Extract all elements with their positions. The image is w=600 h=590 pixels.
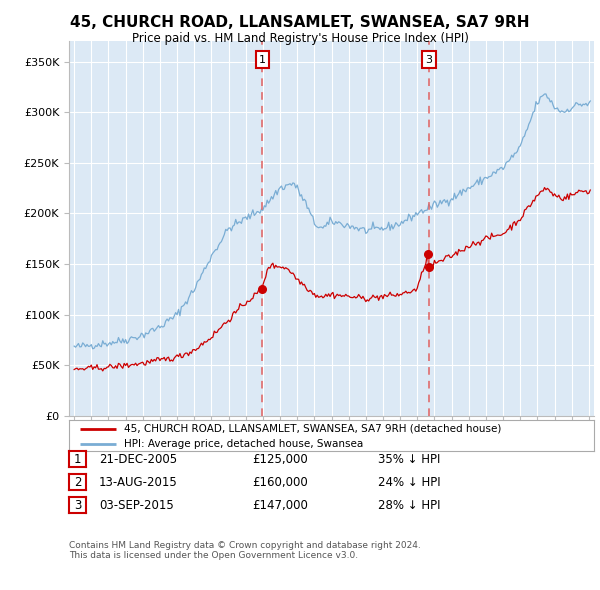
Text: 1: 1	[74, 453, 81, 466]
Text: HPI: Average price, detached house, Swansea: HPI: Average price, detached house, Swan…	[124, 438, 364, 448]
Text: 24% ↓ HPI: 24% ↓ HPI	[378, 476, 440, 489]
Text: 3: 3	[74, 499, 81, 512]
Text: 3: 3	[425, 54, 432, 64]
Text: 45, CHURCH ROAD, LLANSAMLET, SWANSEA, SA7 9RH (detached house): 45, CHURCH ROAD, LLANSAMLET, SWANSEA, SA…	[124, 424, 502, 434]
Text: 2: 2	[74, 476, 81, 489]
Text: 28% ↓ HPI: 28% ↓ HPI	[378, 499, 440, 512]
Text: Contains HM Land Registry data © Crown copyright and database right 2024.: Contains HM Land Registry data © Crown c…	[69, 540, 421, 549]
Text: 1: 1	[259, 54, 266, 64]
Text: 03-SEP-2015: 03-SEP-2015	[99, 499, 174, 512]
Text: 35% ↓ HPI: 35% ↓ HPI	[378, 453, 440, 466]
Text: This data is licensed under the Open Government Licence v3.0.: This data is licensed under the Open Gov…	[69, 550, 358, 559]
Text: £147,000: £147,000	[252, 499, 308, 512]
Text: 13-AUG-2015: 13-AUG-2015	[99, 476, 178, 489]
Text: £160,000: £160,000	[252, 476, 308, 489]
Text: 45, CHURCH ROAD, LLANSAMLET, SWANSEA, SA7 9RH: 45, CHURCH ROAD, LLANSAMLET, SWANSEA, SA…	[70, 15, 530, 30]
Text: Price paid vs. HM Land Registry's House Price Index (HPI): Price paid vs. HM Land Registry's House …	[131, 32, 469, 45]
Text: 21-DEC-2005: 21-DEC-2005	[99, 453, 177, 466]
Text: £125,000: £125,000	[252, 453, 308, 466]
